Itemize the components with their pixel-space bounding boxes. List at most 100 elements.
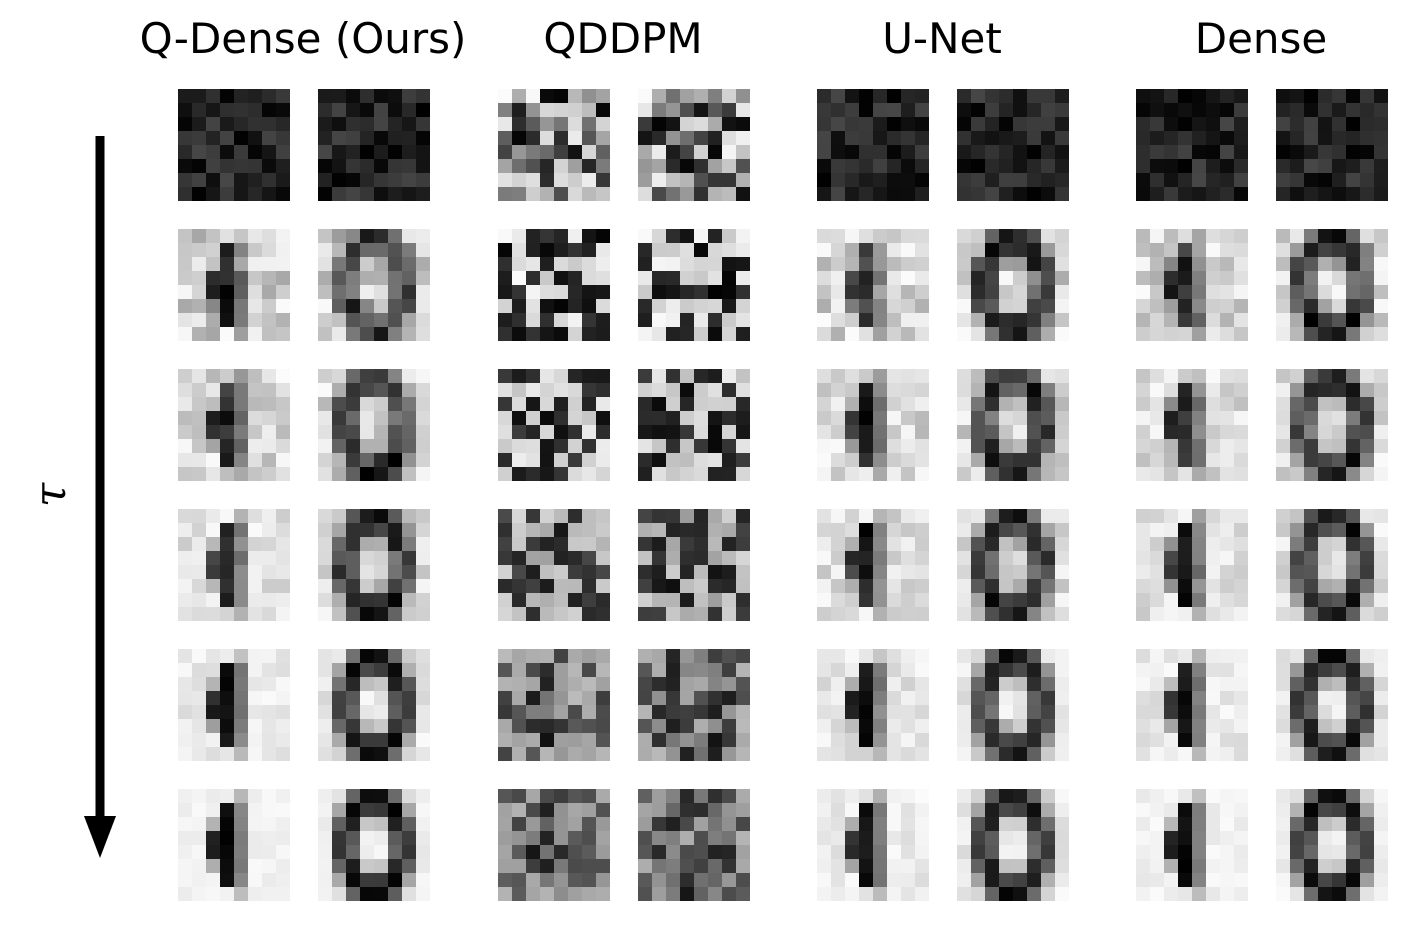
sample-image-qdense-step5-digit0 [318,789,430,901]
sample-image-qddpm-step4-digit0 [638,649,750,761]
sample-pixels [1136,369,1248,481]
column-title-qddpm: QDDPM [543,14,703,63]
sample-image-qddpm-step3-digit1 [498,509,610,621]
sample-pixels [957,509,1069,621]
sample-image-qdense-step2-digit1 [178,369,290,481]
sample-pixels [178,509,290,621]
tau-axis-label: τ [25,482,76,508]
sample-image-dense-step0-digit1 [1136,89,1248,201]
sample-image-unet-step0-digit1 [817,89,929,201]
sample-pixels [318,229,430,341]
sample-pixels [318,509,430,621]
time-arrow [84,136,116,858]
sample-pixels [318,369,430,481]
column-title-unet: U-Net [882,14,1002,63]
sample-pixels [318,89,430,201]
sample-pixels [817,789,929,901]
sample-pixels [498,509,610,621]
sample-image-unet-step2-digit0 [957,369,1069,481]
sample-pixels [498,649,610,761]
sample-image-dense-step3-digit0 [1276,509,1388,621]
sample-pixels [1136,229,1248,341]
sample-image-unet-step4-digit1 [817,649,929,761]
sample-image-qddpm-step3-digit0 [638,509,750,621]
sample-image-dense-step3-digit1 [1136,509,1248,621]
sample-image-unet-step1-digit0 [957,229,1069,341]
sample-pixels [178,369,290,481]
sample-image-qdense-step1-digit0 [318,229,430,341]
sample-image-dense-step1-digit1 [1136,229,1248,341]
sample-pixels [178,229,290,341]
sample-image-qdense-step0-digit1 [178,89,290,201]
sample-image-qddpm-step2-digit1 [498,369,610,481]
sample-pixels [957,649,1069,761]
sample-pixels [1136,789,1248,901]
sample-image-unet-step4-digit0 [957,649,1069,761]
sample-pixels [817,649,929,761]
sample-image-unet-step1-digit1 [817,229,929,341]
column-title-qdense: Q-Dense (Ours) [139,14,467,63]
sample-image-unet-step5-digit0 [957,789,1069,901]
sample-pixels [318,789,430,901]
sample-image-qdense-step5-digit1 [178,789,290,901]
sample-image-qdense-step2-digit0 [318,369,430,481]
sample-image-dense-step5-digit0 [1276,789,1388,901]
sample-pixels [1136,649,1248,761]
sample-image-qdense-step1-digit1 [178,229,290,341]
sample-pixels [638,229,750,341]
sample-image-qddpm-step2-digit0 [638,369,750,481]
sample-pixels [638,369,750,481]
sample-image-dense-step2-digit0 [1276,369,1388,481]
sample-pixels [957,229,1069,341]
sample-image-qddpm-step5-digit1 [498,789,610,901]
sample-pixels [1276,789,1388,901]
sample-pixels [817,229,929,341]
sample-pixels [498,89,610,201]
sample-image-qddpm-step0-digit0 [638,89,750,201]
sample-image-dense-step4-digit0 [1276,649,1388,761]
sample-pixels [178,649,290,761]
sample-image-qddpm-step4-digit1 [498,649,610,761]
sample-pixels [318,649,430,761]
sample-image-unet-step3-digit0 [957,509,1069,621]
sample-image-qddpm-step1-digit0 [638,229,750,341]
sample-pixels [638,649,750,761]
sample-pixels [498,789,610,901]
sample-pixels [638,89,750,201]
sample-image-qddpm-step0-digit1 [498,89,610,201]
column-title-dense: Dense [1194,14,1328,63]
sample-pixels [1136,509,1248,621]
sample-image-unet-step3-digit1 [817,509,929,621]
sample-image-dense-step0-digit0 [1276,89,1388,201]
sample-pixels [817,369,929,481]
sample-image-unet-step5-digit1 [817,789,929,901]
sample-pixels [1136,89,1248,201]
sample-pixels [1276,649,1388,761]
sample-pixels [1276,229,1388,341]
sample-pixels [817,89,929,201]
sample-pixels [638,789,750,901]
sample-image-qddpm-step5-digit0 [638,789,750,901]
sample-image-dense-step5-digit1 [1136,789,1248,901]
sample-pixels [957,789,1069,901]
sample-image-dense-step4-digit1 [1136,649,1248,761]
sample-image-qdense-step4-digit0 [318,649,430,761]
sample-image-qdense-step4-digit1 [178,649,290,761]
sample-pixels [1276,509,1388,621]
sample-pixels [498,369,610,481]
sample-image-unet-step2-digit1 [817,369,929,481]
time-arrow-head [84,816,116,858]
sample-pixels [178,789,290,901]
sample-pixels [817,509,929,621]
sample-image-dense-step2-digit1 [1136,369,1248,481]
sample-image-dense-step1-digit0 [1276,229,1388,341]
sample-image-qdense-step3-digit1 [178,509,290,621]
sample-pixels [498,229,610,341]
sample-image-qdense-step0-digit0 [318,89,430,201]
sample-pixels [1276,369,1388,481]
sample-pixels [178,89,290,201]
sample-pixels [638,509,750,621]
sample-pixels [1276,89,1388,201]
sample-image-qdense-step3-digit0 [318,509,430,621]
